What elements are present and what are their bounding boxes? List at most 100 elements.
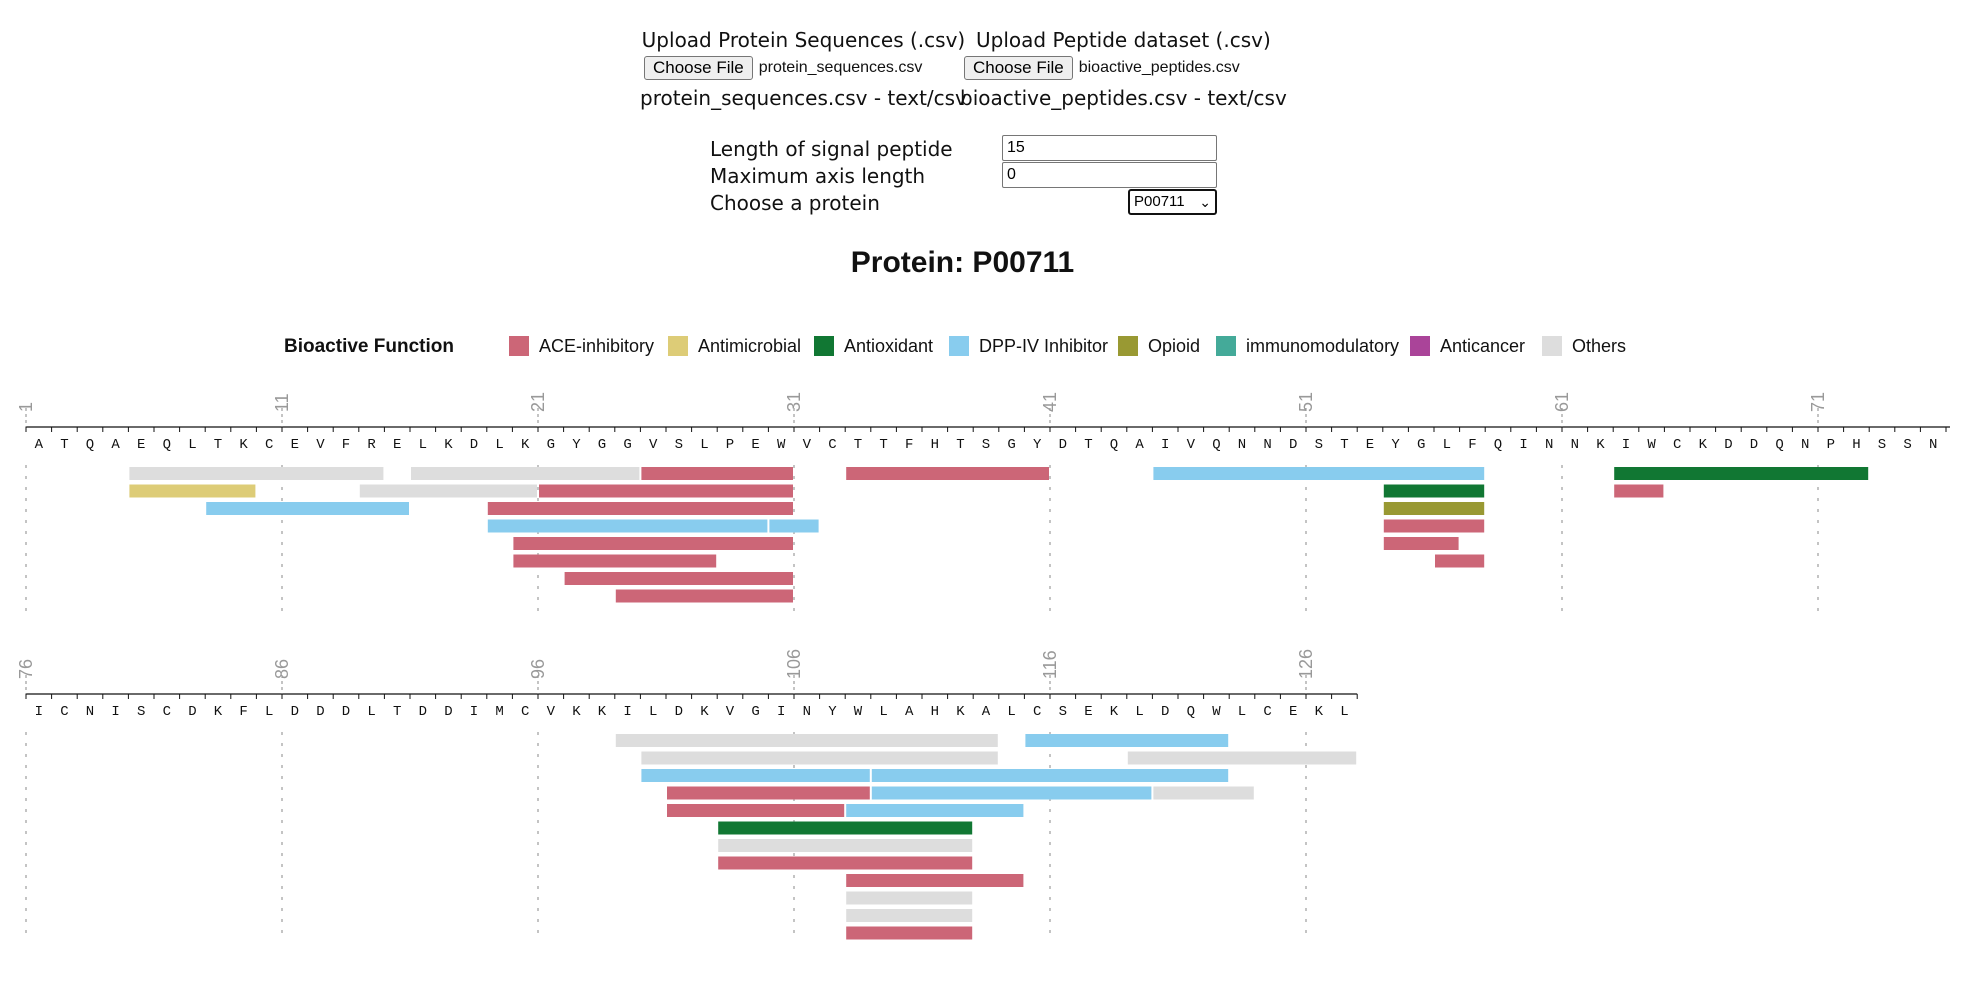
residue-letter: A bbox=[1135, 437, 1144, 453]
tick-label: 11 bbox=[272, 393, 292, 412]
legend-swatch bbox=[1118, 336, 1138, 356]
residue-letter: T bbox=[956, 437, 964, 453]
residue-letter: L bbox=[495, 437, 503, 453]
upload-protein-file-row: Choose File protein_sequences.csv bbox=[644, 54, 967, 82]
choose-file-protein-button[interactable]: Choose File bbox=[644, 56, 753, 80]
residue-letter: F bbox=[239, 704, 247, 720]
peptide-bar-ace-inhibitory bbox=[1383, 519, 1485, 533]
residue-letter: L bbox=[1135, 704, 1143, 720]
residue-letter: N bbox=[1263, 437, 1271, 453]
residue-letter: V bbox=[1187, 437, 1196, 453]
tick-label: 1 bbox=[16, 402, 36, 412]
residue-letter: S bbox=[1903, 437, 1911, 453]
peptide-map: 1 11 21 31 41 51 61 71A T Q A E Q L T K C E V F R E L K D L K G Y G G V… bbox=[16, 392, 1950, 940]
legend-swatch bbox=[1216, 336, 1236, 356]
upload-peptide-filename: bioactive_peptides.csv bbox=[1078, 59, 1240, 76]
residue-letter: D bbox=[1161, 704, 1169, 720]
residue-letter: G bbox=[623, 437, 631, 453]
residue-letter: E bbox=[1084, 704, 1092, 720]
residue-letter: A bbox=[982, 704, 991, 720]
residue-letter: P bbox=[726, 437, 734, 453]
residue-letter: Q bbox=[163, 437, 171, 453]
peptide-bar-ace-inhibitory bbox=[1383, 537, 1459, 550]
peptide-bar-others bbox=[1127, 751, 1357, 765]
peptide-bar-ace-inhibitory bbox=[846, 874, 1024, 887]
residue-letter: V bbox=[726, 704, 735, 720]
peptide-bar-ace-inhibitory bbox=[1614, 484, 1664, 498]
residue-letter: I bbox=[1622, 437, 1630, 453]
signal-peptide-input[interactable]: 15 bbox=[1002, 135, 1217, 161]
residue-letter: C bbox=[163, 704, 171, 720]
residue-letter: E bbox=[1289, 704, 1297, 720]
residue-letter: C bbox=[265, 437, 273, 453]
peptide-bar-others bbox=[411, 467, 640, 480]
residue-letter: E bbox=[291, 437, 299, 453]
residue-letter: N bbox=[1801, 437, 1809, 453]
residue-letter: I bbox=[470, 704, 478, 720]
residue-letter: L bbox=[1443, 437, 1451, 453]
residue-letter: G bbox=[751, 704, 759, 720]
legend-label: Others bbox=[1572, 335, 1627, 356]
peptide-bar-ace-inhibitory bbox=[487, 502, 793, 515]
residue-letter: D bbox=[1750, 437, 1758, 453]
choose-file-peptide-button[interactable]: Choose File bbox=[964, 56, 1073, 80]
residue-letter: E bbox=[751, 437, 759, 453]
residue-letter: D bbox=[444, 704, 452, 720]
peptide-bar-others bbox=[615, 734, 998, 747]
tick-label: 86 bbox=[272, 659, 292, 679]
residue-letter: I bbox=[777, 704, 785, 720]
residue-letter: Q bbox=[1775, 437, 1783, 453]
residue-letter: K bbox=[521, 437, 530, 453]
residue-letter: F bbox=[905, 437, 913, 453]
residue-letter: N bbox=[1571, 437, 1579, 453]
max-axis-input[interactable]: 0 bbox=[1002, 162, 1217, 188]
legend-item-antioxidant: Antioxidant bbox=[814, 335, 933, 357]
legend-item-anticancer: Anticancer bbox=[1410, 335, 1525, 357]
tick-label: 51 bbox=[1296, 392, 1316, 412]
residue-letter: L bbox=[649, 704, 657, 720]
residue-letter: L bbox=[1340, 704, 1348, 720]
peptide-bar-ace-inhibitory bbox=[513, 537, 793, 550]
peptide-bar-others bbox=[718, 839, 973, 852]
residue-letter: V bbox=[649, 437, 658, 453]
legend-item-opioid: Opioid bbox=[1118, 335, 1200, 357]
legend-item-antimicrobial: Antimicrobial bbox=[668, 335, 801, 357]
residue-letter: R bbox=[367, 437, 376, 453]
residue-letter: V bbox=[547, 704, 556, 720]
tick-label: 31 bbox=[784, 392, 804, 412]
max-axis-label: Maximum axis length bbox=[710, 164, 926, 188]
choose-protein-label: Choose a protein bbox=[710, 191, 880, 215]
residue-letter: K bbox=[1699, 437, 1708, 453]
legend-label: ACE-inhibitory bbox=[539, 335, 655, 356]
protein-title: Protein: P00711 bbox=[850, 246, 1075, 279]
tick-label: 116 bbox=[1040, 650, 1060, 679]
tick-label: 61 bbox=[1552, 392, 1572, 412]
upload-protein-meta: protein_sequences.csv - text/csv bbox=[640, 86, 967, 110]
residue-letter: T bbox=[1084, 437, 1092, 453]
legend-label: Opioid bbox=[1148, 335, 1201, 356]
residue-letter: S bbox=[1315, 437, 1323, 453]
residue-letter: L bbox=[879, 704, 887, 720]
residue-letter: L bbox=[188, 437, 196, 453]
residue-letter: C bbox=[828, 437, 836, 453]
peptide-bar-others bbox=[641, 751, 998, 765]
legend-swatch bbox=[814, 336, 834, 356]
residue-letter: S bbox=[1059, 704, 1067, 720]
residue-letter: Y bbox=[1391, 437, 1400, 453]
residue-letter: Y bbox=[828, 704, 837, 720]
residue-letter: A bbox=[111, 437, 120, 453]
residue-letter: D bbox=[1289, 437, 1297, 453]
upload-protein-group: Upload Protein Sequences (.csv) Choose F… bbox=[640, 26, 967, 114]
residue-letter: D bbox=[470, 437, 478, 453]
residue-letter: I bbox=[1519, 437, 1527, 453]
residue-letter: E bbox=[137, 437, 145, 453]
residue-letter: G bbox=[1417, 437, 1425, 453]
protein-select[interactable]: P00711 ⌄ bbox=[1128, 189, 1217, 215]
residue-letter: K bbox=[214, 704, 223, 720]
residue-letter: F bbox=[1468, 437, 1476, 453]
residue-letter: D bbox=[1059, 437, 1067, 453]
residue-letter: Q bbox=[1187, 704, 1195, 720]
residue-letter: Q bbox=[1110, 437, 1118, 453]
residue-letter: T bbox=[214, 437, 222, 453]
peptide-bar-antimicrobial bbox=[129, 484, 256, 498]
